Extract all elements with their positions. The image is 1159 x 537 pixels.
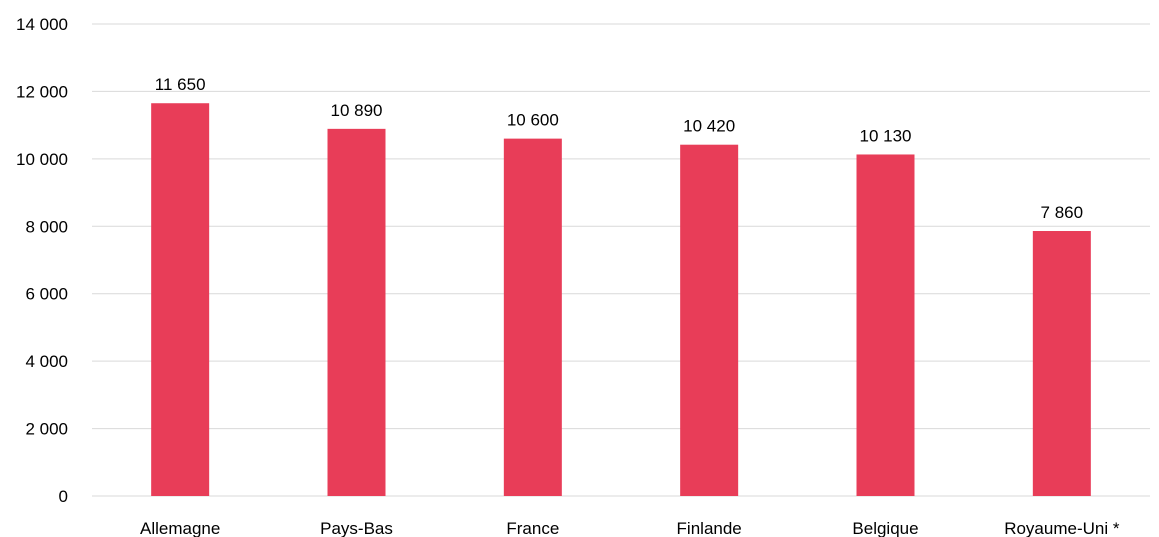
- y-tick-label: 12 000: [16, 82, 68, 101]
- x-tick-label: Belgique: [852, 519, 918, 537]
- data-label: 10 600: [507, 111, 559, 130]
- data-label: 7 860: [1041, 203, 1084, 222]
- data-label: 10 890: [331, 101, 383, 120]
- data-label: 11 650: [155, 75, 206, 94]
- x-tick-label: Finlande: [677, 519, 742, 537]
- x-tick-label: Allemagne: [140, 519, 220, 537]
- x-tick-label: France: [506, 519, 559, 537]
- bar-5: [856, 154, 915, 496]
- y-tick-label: 8 000: [25, 217, 68, 236]
- y-tick-label: 2 000: [25, 420, 68, 439]
- y-tick-label: 6 000: [25, 285, 68, 304]
- y-tick-label: 4 000: [25, 352, 68, 371]
- y-tick-label: 10 000: [16, 150, 68, 169]
- bar-3: [503, 138, 562, 496]
- y-tick-label: 14 000: [16, 15, 68, 34]
- bar-6: [1032, 231, 1091, 496]
- x-tick-label: Royaume-Uni *: [1004, 519, 1120, 537]
- data-label: 10 130: [860, 126, 912, 145]
- y-tick-label: 0: [59, 487, 68, 506]
- data-label: 10 420: [683, 117, 735, 136]
- x-tick-label: Pays-Bas: [320, 519, 393, 537]
- bar-1: [151, 103, 210, 496]
- bar-2: [327, 128, 386, 496]
- bar-4: [680, 144, 739, 496]
